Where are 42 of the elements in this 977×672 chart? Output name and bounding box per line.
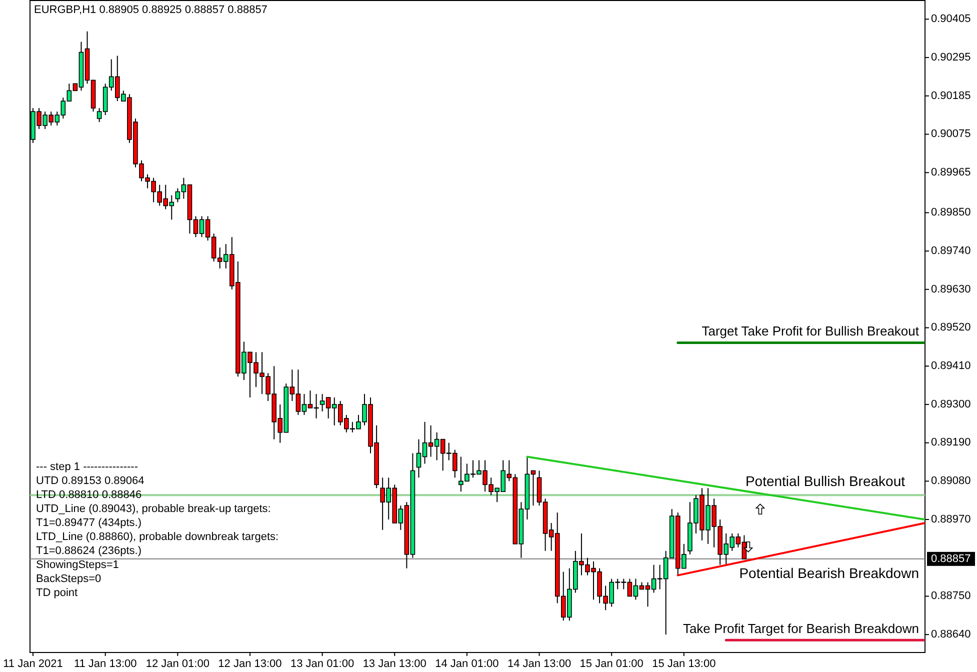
x-tick-label: 15 Jan 01:00 xyxy=(580,658,644,670)
y-tick-label: 0.89520 xyxy=(931,322,971,334)
x-tick-label: 13 Jan 13:00 xyxy=(362,658,426,670)
series-label: Target Take Profit for Bullish Breakout xyxy=(702,324,920,339)
annotation: --- step 1 --------------- xyxy=(36,461,138,473)
annotation: T1=0.88624 (236pts.) xyxy=(36,545,142,557)
annotation: BackSteps=0 xyxy=(36,573,102,585)
y-tick-label: 0.89850 xyxy=(931,206,971,219)
annotation: Potential Bearish Breakdown xyxy=(739,564,919,581)
y-tick-label: 0.88750 xyxy=(931,590,971,602)
y-tick-label: 0.90075 xyxy=(931,128,971,140)
y-tick-label: 0.89080 xyxy=(931,475,971,488)
y-tick-label: 0.90185 xyxy=(931,90,971,102)
annotation: UTD_Line (0.89043), probable break-up targets: xyxy=(36,503,271,515)
y-tick-label: 0.89410 xyxy=(931,360,971,372)
annotation: ShowingSteps=1 xyxy=(36,559,119,571)
ref-line-label: 0.88857 xyxy=(931,552,971,565)
y-tick-label: 0.88640 xyxy=(931,628,971,640)
y-tick-label: 0.90295 xyxy=(931,51,971,64)
y-tick-label: 0.89190 xyxy=(931,436,971,449)
x-tick-label: 15 Jan 13:00 xyxy=(652,658,716,670)
series-label: Take Profit Target for Bearish Breakdown xyxy=(682,621,919,636)
x-tick-label: 14 Jan 13:00 xyxy=(507,658,572,670)
annotation: LTD_Line (0.88860), probable downbreak targets: xyxy=(36,531,279,543)
y-tick-label: 0.89630 xyxy=(931,283,971,296)
chart-title: EURGBP,H1 0.88905 0.88925 0.88857 0.88857 xyxy=(34,4,268,16)
x-tick-label: 14 Jan 01:00 xyxy=(435,658,499,670)
annotation: TD point xyxy=(36,587,78,599)
annotation: LTD 0.88810 0.88846 xyxy=(36,489,142,501)
y-tick-label: 0.89740 xyxy=(931,244,971,257)
y-tick-label: 0.89300 xyxy=(931,398,971,410)
annotation: UTD 0.89153 0.89064 xyxy=(36,475,144,487)
y-tick-label: 0.89965 xyxy=(931,166,971,178)
x-tick-label: 11 Jan 13:00 xyxy=(74,658,137,670)
y-tick-label: 0.88970 xyxy=(931,513,971,526)
x-tick-label: 11 Jan 2021 xyxy=(3,658,63,670)
y-tick-label: 0.90405 xyxy=(931,13,971,26)
x-tick-label: 12 Jan 13:00 xyxy=(218,658,282,670)
x-tick-label: 12 Jan 01:00 xyxy=(146,658,210,670)
x-tick-label: 13 Jan 01:00 xyxy=(290,658,354,670)
ref-line-label: Potential Bullish Breakout xyxy=(745,473,906,490)
annotation: T1=0.89477 (434pts.) xyxy=(36,517,142,529)
